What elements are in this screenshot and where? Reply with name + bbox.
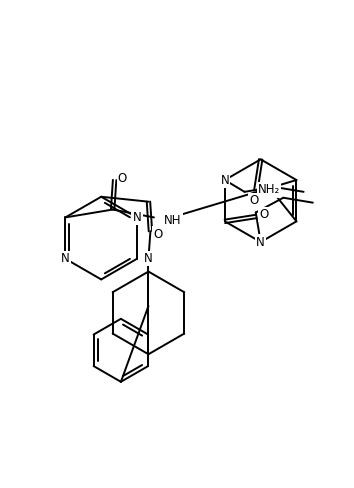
Text: NH₂: NH₂ — [258, 183, 280, 196]
Text: N: N — [144, 252, 153, 265]
Text: N: N — [61, 252, 70, 265]
Text: O: O — [259, 208, 269, 221]
Text: NH: NH — [164, 214, 181, 227]
Text: O: O — [118, 172, 127, 184]
Text: N: N — [256, 236, 265, 248]
Text: N: N — [133, 211, 141, 224]
Text: N: N — [221, 174, 229, 186]
Text: O: O — [249, 194, 258, 207]
Text: O: O — [154, 228, 163, 241]
